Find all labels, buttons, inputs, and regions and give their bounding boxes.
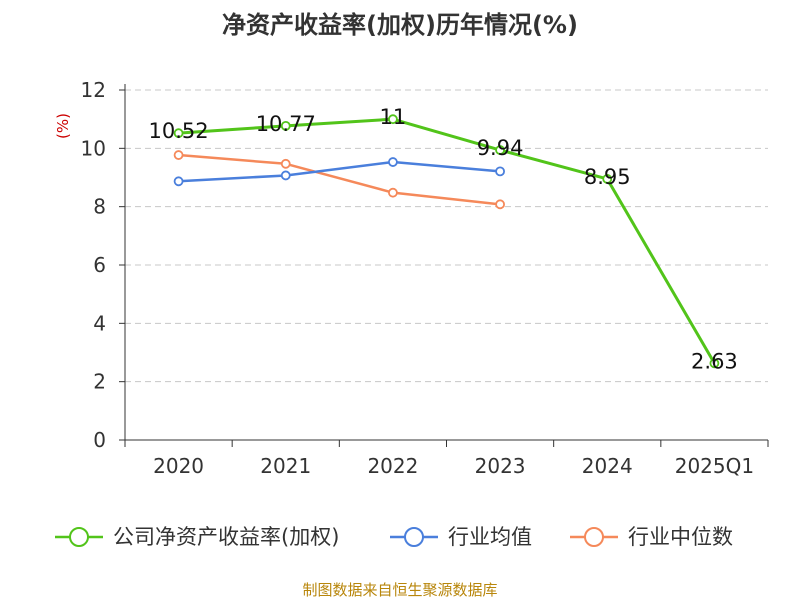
legend-marker-0 [69, 527, 89, 547]
data-labels: 10.52 10.77 11 9.94 8.95 2.63 [149, 105, 738, 373]
source-note: 制图数据来自恒生聚源数据库 [302, 581, 497, 599]
x-tick-label: 2021 [260, 454, 311, 478]
data-point [495, 145, 505, 155]
series-line-0 [178, 117, 716, 365]
legend-label-2: 行业中位数 [628, 525, 733, 549]
data-point [709, 358, 720, 369]
data-point [173, 176, 184, 187]
data-point [280, 120, 291, 131]
legend: 公司净资产收益率(加权) 行业均值 行业中位数 [55, 525, 733, 549]
y-tick-label: 12 [81, 78, 106, 102]
data-point [173, 150, 184, 160]
axes: 0 2 4 6 8 10 12 2020 2021 2022 2023 2024 2025Q1 [81, 78, 769, 478]
y-tick-label: 8 [93, 195, 106, 219]
legend-marker-2 [584, 527, 604, 547]
data-point [388, 187, 398, 198]
data-label: 10.52 [149, 119, 209, 143]
legend-label-0: 公司净资产收益率(加权) [113, 525, 339, 549]
data-label: 11 [380, 105, 407, 129]
legend-marker-1 [404, 527, 424, 547]
grid-lines [125, 89, 768, 383]
y-tick-label: 2 [93, 370, 106, 394]
data-point [388, 114, 398, 125]
data-point [495, 199, 505, 210]
data-label: 8.95 [584, 165, 631, 189]
x-tick-label: 2022 [367, 454, 418, 478]
data-label: 9.94 [477, 136, 524, 160]
x-tick-label: 2025Q1 [675, 454, 754, 478]
data-point [280, 158, 291, 169]
y-axis-unit-label: (%) [54, 113, 72, 139]
series-line-2 [178, 153, 501, 206]
x-tick-label: 2024 [582, 454, 633, 478]
chart-title: 净资产收益率(加权)历年情况(%) [222, 11, 578, 39]
y-tick-label: 6 [93, 253, 106, 277]
data-point [280, 170, 291, 181]
data-label: 2.63 [691, 349, 738, 373]
x-tick-label: 2020 [153, 454, 204, 478]
series-lines [173, 114, 720, 369]
y-tick-label: 10 [81, 136, 106, 160]
series-line-1 [178, 160, 501, 183]
data-point [173, 128, 184, 139]
data-point [602, 174, 613, 184]
x-tick-label: 2023 [475, 454, 526, 478]
y-tick-label: 4 [93, 311, 106, 335]
y-tick-label: 0 [93, 428, 106, 452]
data-label: 10.77 [256, 112, 316, 136]
data-point [495, 166, 505, 177]
legend-label-1: 行业均值 [448, 525, 532, 549]
data-point [388, 157, 398, 167]
